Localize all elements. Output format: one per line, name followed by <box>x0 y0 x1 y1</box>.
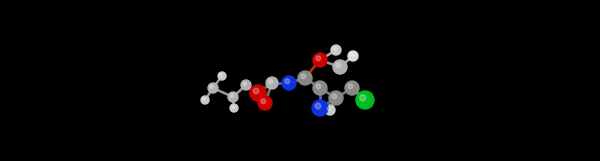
Circle shape <box>345 81 359 95</box>
Circle shape <box>329 91 343 105</box>
Circle shape <box>266 77 278 89</box>
Circle shape <box>282 76 296 90</box>
Circle shape <box>218 72 226 80</box>
Circle shape <box>298 71 312 85</box>
Circle shape <box>356 91 374 109</box>
Circle shape <box>325 105 335 115</box>
Circle shape <box>232 106 235 108</box>
Circle shape <box>313 53 327 67</box>
Circle shape <box>268 79 272 84</box>
Circle shape <box>312 100 328 116</box>
Circle shape <box>331 45 341 55</box>
Circle shape <box>313 81 327 95</box>
Circle shape <box>243 82 247 85</box>
Circle shape <box>350 53 353 57</box>
Circle shape <box>332 94 337 99</box>
Circle shape <box>230 104 238 112</box>
Circle shape <box>316 84 320 89</box>
Circle shape <box>261 99 266 104</box>
Circle shape <box>336 63 341 68</box>
Circle shape <box>285 79 290 84</box>
Circle shape <box>258 96 272 110</box>
Circle shape <box>241 80 251 90</box>
Circle shape <box>301 74 306 79</box>
Circle shape <box>201 96 209 104</box>
Circle shape <box>333 47 337 51</box>
Circle shape <box>316 56 320 61</box>
Circle shape <box>203 98 205 100</box>
Circle shape <box>210 85 214 89</box>
Circle shape <box>220 74 223 76</box>
Circle shape <box>348 51 358 61</box>
Circle shape <box>348 84 353 89</box>
Circle shape <box>359 95 366 101</box>
Circle shape <box>253 88 259 94</box>
Circle shape <box>208 83 218 93</box>
Circle shape <box>250 85 266 101</box>
Circle shape <box>327 107 331 110</box>
Circle shape <box>315 103 321 109</box>
Circle shape <box>333 60 347 74</box>
Circle shape <box>230 94 233 98</box>
Circle shape <box>228 92 238 102</box>
